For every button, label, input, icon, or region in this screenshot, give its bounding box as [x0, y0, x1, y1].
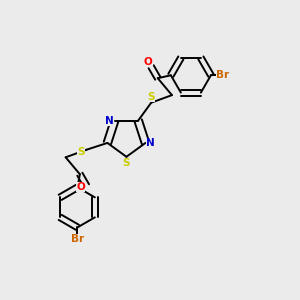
Text: O: O	[76, 182, 85, 192]
Text: O: O	[144, 57, 153, 67]
Text: S: S	[123, 158, 130, 168]
Text: S: S	[77, 147, 85, 157]
Text: Br: Br	[71, 234, 84, 244]
Text: Br: Br	[215, 70, 229, 80]
Text: N: N	[105, 116, 114, 126]
Text: N: N	[146, 138, 155, 148]
Text: S: S	[147, 92, 155, 102]
